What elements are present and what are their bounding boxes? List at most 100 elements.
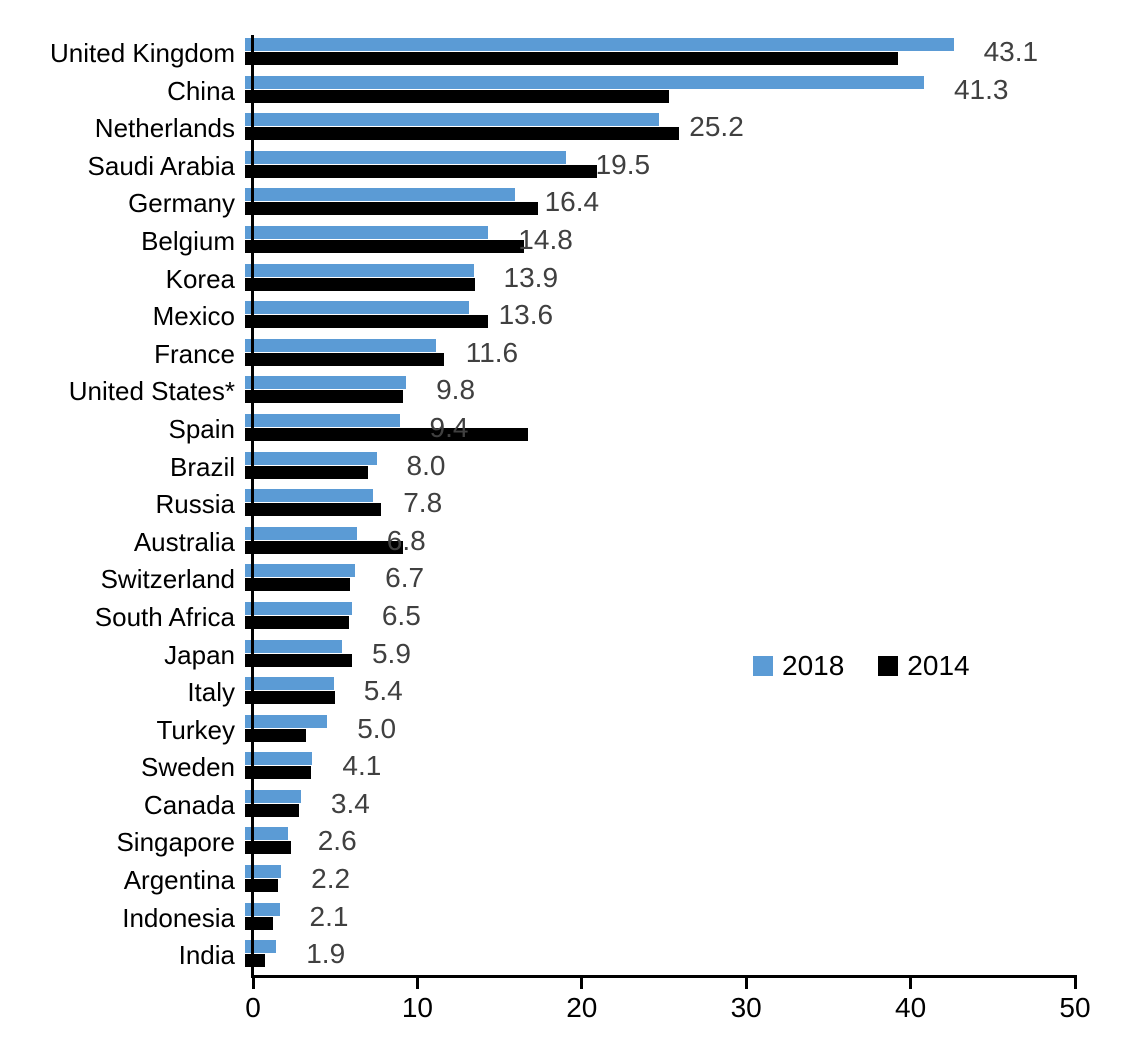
bar-group: 5.0	[245, 712, 1123, 750]
bar-2018	[245, 489, 374, 503]
value-label: 6.7	[385, 562, 425, 594]
bar-2014	[245, 127, 680, 141]
category-label: Germany	[128, 188, 235, 219]
bar-2014	[245, 766, 311, 780]
bar-2014	[245, 879, 278, 893]
x-axis-tick	[909, 978, 913, 989]
bar-group: 2.2	[245, 862, 1123, 900]
legend-label: 2014	[907, 650, 970, 681]
bar-2018	[245, 639, 342, 653]
category-label: Singapore	[116, 827, 235, 858]
bar-2018	[245, 789, 301, 803]
bar-2014	[245, 202, 538, 216]
bar-row: France 11.6	[0, 336, 1123, 374]
bar-group: 9.4	[245, 411, 1123, 449]
bar-2014	[245, 691, 336, 705]
value-label: 19.5	[595, 148, 651, 180]
bar-2014	[245, 52, 898, 65]
category-label: Russia	[155, 489, 235, 520]
x-axis-tick-label: 20	[566, 992, 598, 1023]
x-axis-tick-label: 30	[730, 992, 762, 1023]
bar-2018	[245, 564, 356, 578]
bar-group: 13.9	[245, 261, 1123, 299]
bar-row: Germany 16.4	[0, 185, 1123, 223]
bar-group: 41.3	[245, 73, 1123, 111]
bar-2018	[245, 38, 954, 51]
bar-group: 16.4	[245, 185, 1123, 223]
bar-2014	[245, 352, 444, 366]
bar-row: United States* 9.8	[0, 373, 1123, 411]
x-axis-tick	[744, 978, 748, 989]
category-label: India	[178, 940, 235, 971]
bar-2014	[245, 615, 349, 629]
bar-row: Turkey 5.0	[0, 712, 1123, 750]
bar-2014	[245, 578, 351, 592]
legend-item-2014: 2014	[878, 650, 970, 681]
bar-group: 13.6	[245, 298, 1123, 336]
bar-2018	[245, 75, 924, 89]
bar-group: 1.9	[245, 937, 1123, 975]
value-label: 2.6	[317, 825, 357, 857]
bar-row: United Kingdom 43.1	[0, 35, 1123, 73]
x-axis-line	[251, 975, 1077, 978]
category-label: Belgium	[141, 225, 235, 256]
bar-row: Japan 5.9	[0, 637, 1123, 675]
bar-2018	[245, 677, 334, 691]
bar-2018	[245, 376, 407, 390]
category-label: United States*	[68, 376, 235, 407]
x-axis-tick-label: 40	[895, 992, 927, 1023]
bar-group: 4.1	[245, 749, 1123, 787]
bar-group: 2.1	[245, 900, 1123, 938]
bar-2018	[245, 301, 469, 315]
bar-row: Saudi Arabia 19.5	[0, 148, 1123, 186]
bar-2018	[245, 865, 282, 879]
bar-row: Mexico 13.6	[0, 298, 1123, 336]
bar-row: Argentina 2.2	[0, 862, 1123, 900]
x-axis-tick	[415, 978, 419, 989]
value-label: 25.2	[689, 111, 744, 143]
bar-row: India 1.9	[0, 937, 1123, 975]
bar-group: 7.8	[245, 486, 1123, 524]
value-label: 3.4	[330, 787, 370, 819]
bar-group: 9.8	[245, 373, 1123, 411]
bar-2014	[245, 916, 273, 930]
bar-2018	[245, 413, 400, 427]
category-label: Italy	[187, 677, 235, 708]
bar-2014	[245, 503, 382, 517]
value-label: 7.8	[403, 487, 443, 519]
bar-group: 14.8	[245, 223, 1123, 261]
category-label: Saudi Arabia	[87, 150, 235, 181]
value-label: 13.6	[498, 299, 554, 331]
value-label: 2.1	[309, 900, 349, 932]
value-label: 43.1	[983, 36, 1039, 67]
bar-row: Indonesia 2.1	[0, 900, 1123, 938]
category-label: Australia	[133, 526, 235, 557]
value-label: 5.0	[357, 712, 397, 744]
bar-group: 2.6	[245, 824, 1123, 862]
value-label: 9.4	[429, 411, 469, 443]
y-axis-line	[251, 35, 254, 975]
x-axis-tick	[251, 978, 255, 989]
value-label: 8.0	[406, 449, 446, 481]
category-label: Indonesia	[122, 902, 235, 933]
bar-row: Netherlands 25.2	[0, 110, 1123, 148]
bar-row: Canada 3.4	[0, 787, 1123, 825]
value-label: 2.2	[311, 863, 351, 895]
bar-group: 5.9	[245, 637, 1123, 675]
bar-2018	[245, 188, 515, 202]
bar-row: Singapore 2.6	[0, 824, 1123, 862]
value-label: 13.9	[503, 261, 559, 293]
category-label: Korea	[165, 263, 235, 294]
bar-group: 11.6	[245, 336, 1123, 374]
bar-group: 3.4	[245, 787, 1123, 825]
bar-2014	[245, 315, 489, 329]
bar-group: 25.2	[245, 110, 1123, 148]
category-label: South Africa	[94, 601, 235, 632]
x-axis-tick-label: 0	[245, 992, 261, 1023]
value-label: 16.4	[544, 186, 600, 218]
bar-rows: United Kingdom 43.1 China 41.3 Netherlands 25…	[0, 35, 1123, 975]
legend: 2018 2014	[753, 652, 970, 680]
category-label: Brazil	[169, 451, 235, 482]
bar-row: China 41.3	[0, 73, 1123, 111]
bar-2014	[245, 465, 369, 479]
